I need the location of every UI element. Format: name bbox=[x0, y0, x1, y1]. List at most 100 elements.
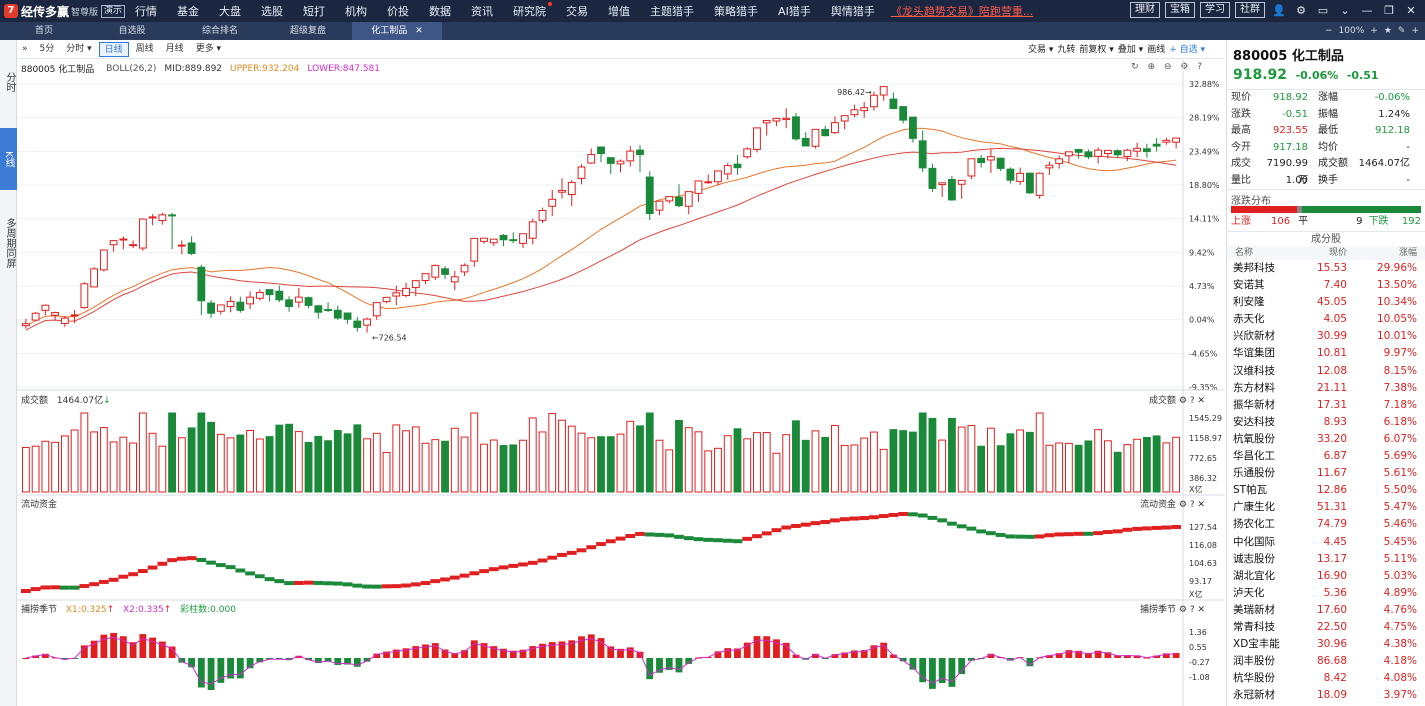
menu-item[interactable]: AI猎手 bbox=[778, 5, 811, 18]
period-button[interactable]: 分时 ▾ bbox=[66, 43, 92, 54]
season-bar bbox=[461, 650, 468, 658]
menu-item[interactable]: 大盘 bbox=[219, 5, 242, 18]
promo-link[interactable]: 《龙头趋势交易》陪跑营重... bbox=[890, 5, 1034, 18]
component-row[interactable]: XD宝丰能 30.96 4.38% bbox=[1227, 636, 1425, 653]
menu-item[interactable]: 增值 bbox=[608, 5, 631, 18]
component-row[interactable]: 杭华股份 8.42 4.08% bbox=[1227, 670, 1425, 687]
candle bbox=[509, 232, 518, 244]
chart-tool-button[interactable]: + 自选 ▾ bbox=[1169, 45, 1205, 55]
tab-close-icon[interactable]: ✕ bbox=[415, 26, 423, 36]
component-row[interactable]: 广康生化 51.31 5.47% bbox=[1227, 499, 1425, 516]
season-bar bbox=[899, 658, 907, 662]
menu-item[interactable]: 基金 bbox=[177, 5, 200, 18]
menu-item[interactable]: 研究院 bbox=[513, 2, 553, 18]
menu-item[interactable]: 价投 bbox=[387, 5, 410, 18]
top-button[interactable]: 理财 bbox=[1130, 2, 1160, 18]
volume-bar bbox=[1074, 444, 1083, 493]
chart-tool-button[interactable]: 前复权 ▾ bbox=[1079, 45, 1114, 55]
close-icon[interactable]: ✕ bbox=[1406, 3, 1416, 17]
period-button[interactable]: 周线 bbox=[135, 43, 154, 54]
season-bar bbox=[1055, 653, 1063, 658]
period-button[interactable]: 5分 bbox=[39, 43, 55, 54]
volume-bar bbox=[431, 439, 440, 493]
component-row[interactable]: 润丰股份 86.68 4.18% bbox=[1227, 653, 1425, 670]
menu-item[interactable]: 策略猎手 bbox=[714, 5, 759, 18]
component-row[interactable]: 湖北宜化 16.90 5.03% bbox=[1227, 568, 1425, 585]
component-row[interactable]: ST帕瓦 12.86 5.50% bbox=[1227, 482, 1425, 499]
menu-item[interactable]: 短打 bbox=[303, 5, 326, 18]
star-icon[interactable]: ★ bbox=[1383, 26, 1392, 36]
season-bar bbox=[597, 638, 605, 658]
component-row[interactable]: 乐通股份 11.67 5.61% bbox=[1227, 465, 1425, 482]
component-row[interactable]: 常青科技 22.50 4.75% bbox=[1227, 619, 1425, 636]
menu-item[interactable]: 资讯 bbox=[471, 5, 494, 18]
volume-bar bbox=[489, 439, 498, 493]
top-button[interactable]: 宝箱 bbox=[1165, 2, 1195, 18]
tab-3[interactable]: 超级复盘 bbox=[264, 22, 352, 40]
tab-0[interactable]: 首页 bbox=[0, 22, 88, 40]
menu-item[interactable]: 数据 bbox=[429, 5, 452, 18]
candle bbox=[489, 238, 498, 246]
volume-bar bbox=[1113, 451, 1122, 493]
pen-icon[interactable]: ✎ bbox=[1397, 26, 1406, 36]
period-button[interactable]: 更多 ▾ bbox=[195, 43, 222, 54]
chevron-down-icon[interactable]: ⌄ bbox=[1340, 3, 1350, 17]
chart-area: » 5分 分时 ▾ 日线 周线 月线 更多 ▾ 交易 ▾ 九转 前复权 ▾ 叠加 ▾ 画线 + 自选… bbox=[17, 40, 1225, 706]
chart-tool-button[interactable]: 九转 bbox=[1057, 45, 1076, 55]
component-row[interactable]: 中化国际 4.45 5.45% bbox=[1227, 534, 1425, 551]
user-icon[interactable]: 👤 bbox=[1272, 3, 1286, 17]
period-button[interactable]: 日线 bbox=[98, 41, 129, 57]
component-row[interactable]: 利安隆 45.05 10.34% bbox=[1227, 294, 1425, 311]
toolbar-expand-icon[interactable]: » bbox=[22, 43, 28, 54]
menu-item[interactable]: 舆情猎手 bbox=[830, 5, 875, 18]
menu-item[interactable]: 行情 bbox=[135, 5, 158, 18]
minimize-icon[interactable]: — bbox=[1361, 3, 1373, 17]
flow-segment bbox=[186, 556, 197, 561]
view-mode-2[interactable]: 多周期同屏 bbox=[4, 218, 15, 268]
component-row[interactable]: 扬农化工 74.79 5.46% bbox=[1227, 516, 1425, 533]
volume-bar bbox=[1103, 440, 1112, 493]
component-row[interactable]: 振华新材 17.31 7.18% bbox=[1227, 397, 1425, 414]
component-row[interactable]: 安达科技 8.93 6.18% bbox=[1227, 414, 1425, 431]
top-button[interactable]: 学习 bbox=[1200, 2, 1230, 18]
menu-item[interactable]: 交易 bbox=[566, 5, 589, 18]
menu-item[interactable]: 选股 bbox=[261, 5, 284, 18]
window-icon[interactable]: ▭ bbox=[1317, 3, 1329, 17]
component-row[interactable]: 杭氧股份 33.20 6.07% bbox=[1227, 431, 1425, 448]
chart-tool-button[interactable]: 交易 ▾ bbox=[1028, 45, 1054, 55]
tab-4[interactable]: 化工制品 ✕ bbox=[352, 22, 442, 40]
tab-2[interactable]: 综合排名 bbox=[176, 22, 264, 40]
chart-controls-icons[interactable]: ↻ ⊕ ⊖ ⚙ ? bbox=[1131, 62, 1205, 72]
top-button[interactable]: 社群 bbox=[1235, 2, 1265, 18]
component-row[interactable]: 永冠新材 18.09 3.97% bbox=[1227, 687, 1425, 704]
view-mode-1[interactable]: K线 bbox=[0, 128, 17, 190]
component-row[interactable]: 兴欣新材 30.99 10.01% bbox=[1227, 328, 1425, 345]
component-row[interactable]: 汉维科技 12.08 8.15% bbox=[1227, 363, 1425, 380]
menu-item[interactable]: 机构 bbox=[345, 5, 368, 18]
component-row[interactable]: 安诺其 7.40 13.50% bbox=[1227, 277, 1425, 294]
component-row[interactable]: 赤天化 4.05 10.05% bbox=[1227, 311, 1425, 328]
chart-tool-button[interactable]: 叠加 ▾ bbox=[1117, 45, 1144, 55]
menu-item[interactable]: 主题猎手 bbox=[650, 5, 695, 18]
component-row[interactable]: 华昌化工 6.87 5.69% bbox=[1227, 448, 1425, 465]
zoom-in-icon[interactable]: + bbox=[1370, 26, 1378, 36]
boll-indicator-label[interactable]: BOLL(26,2) bbox=[106, 63, 157, 74]
chart-tool-button[interactable]: 画线 bbox=[1147, 45, 1166, 55]
zoom-out-icon[interactable]: − bbox=[1325, 26, 1333, 36]
plus-icon[interactable]: + bbox=[1411, 26, 1419, 36]
top-menu-bar: 7 经传多赢 智尊版 演示 行情 基金 大盘 选股 短打 机构 价投 数据 资讯 研究院 交易 增值 主… bbox=[0, 0, 1425, 22]
view-mode-0[interactable]: 分时 bbox=[4, 72, 15, 92]
gear-icon[interactable]: ⚙ bbox=[1296, 3, 1306, 17]
component-row[interactable]: 诚志股份 13.17 5.11% bbox=[1227, 551, 1425, 568]
component-row[interactable]: 泸天化 5.36 4.89% bbox=[1227, 585, 1425, 602]
restore-icon[interactable]: ❐ bbox=[1384, 3, 1394, 17]
tab-1[interactable]: 自选股 bbox=[88, 22, 176, 40]
component-row[interactable]: 东方材料 21.11 7.38% bbox=[1227, 380, 1425, 397]
period-button[interactable]: 月线 bbox=[165, 43, 184, 54]
stat-label-2: 振幅 bbox=[1318, 108, 1338, 120]
component-row[interactable]: 美邦科技 15.53 29.96% bbox=[1227, 260, 1425, 277]
component-row[interactable]: 美瑞新材 17.60 4.76% bbox=[1227, 602, 1425, 619]
component-row[interactable]: 华谊集团 10.81 9.97% bbox=[1227, 345, 1425, 362]
flow-segment bbox=[50, 585, 60, 590]
component-name: 华谊集团 bbox=[1233, 347, 1275, 360]
